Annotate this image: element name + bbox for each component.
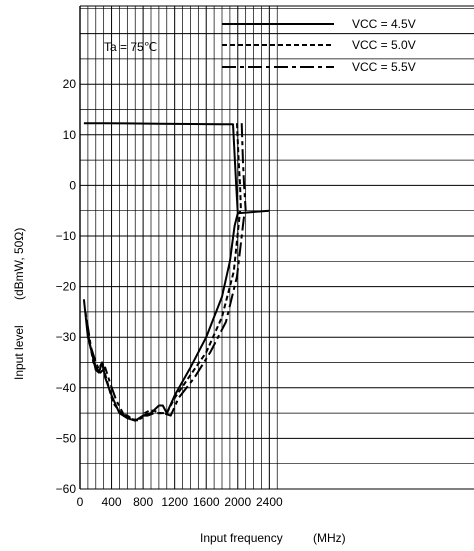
series-layer bbox=[82, 122, 270, 422]
x-tick-label: 2000 bbox=[224, 495, 251, 509]
legend: VCC = 4.5V VCC = 5.0V VCC = 5.5V bbox=[222, 17, 416, 74]
legend-label-3: VCC = 5.5V bbox=[352, 60, 416, 74]
x-tick-label: 400 bbox=[102, 495, 122, 509]
y-axis-label-group: Input level (dBmW, 50Ω) bbox=[12, 228, 26, 380]
x-tick-label: 1200 bbox=[161, 495, 188, 509]
legend-label-2: VCC = 5.0V bbox=[352, 38, 416, 52]
series-line-3-upper bbox=[240, 123, 247, 211]
x-tick-label: 0 bbox=[77, 495, 84, 509]
y-tick-label: 10 bbox=[63, 128, 77, 142]
series-line-2-lower bbox=[84, 210, 242, 422]
series-line-1-lower bbox=[82, 212, 239, 422]
legend-label-1: VCC = 4.5V bbox=[352, 17, 416, 31]
y-tick-label: −10 bbox=[56, 229, 77, 243]
x-tick-label: 1600 bbox=[193, 495, 220, 509]
x-tick-label: 2400 bbox=[256, 495, 283, 509]
grid bbox=[79, 5, 474, 490]
y-axis-unit: (dBmW, 50Ω) bbox=[12, 228, 26, 300]
series-line-2-upper bbox=[236, 123, 242, 211]
y-tick-label: 20 bbox=[63, 77, 77, 91]
series-line-3-lower bbox=[86, 215, 246, 422]
y-axis-label: Input level bbox=[12, 325, 26, 380]
y-tick-label: −50 bbox=[56, 431, 77, 445]
y-tick-label: −40 bbox=[56, 381, 77, 395]
y-tick-label: −30 bbox=[56, 330, 77, 344]
series-line-1-upper bbox=[83, 122, 270, 215]
x-axis-unit: (MHz) bbox=[313, 531, 346, 545]
y-tick-label: −60 bbox=[56, 482, 77, 496]
tick-labels: 0 400 800 1200 1600 2000 2400 20 10 0 −10 −20 −30 −40… bbox=[56, 77, 283, 509]
x-axis-label: Input frequency bbox=[200, 531, 283, 545]
y-tick-label: −20 bbox=[56, 280, 77, 294]
x-tick-label: 800 bbox=[133, 495, 153, 509]
annotation-temperature: Ta = 75℃ bbox=[104, 40, 157, 54]
y-tick-label: 0 bbox=[69, 178, 76, 192]
